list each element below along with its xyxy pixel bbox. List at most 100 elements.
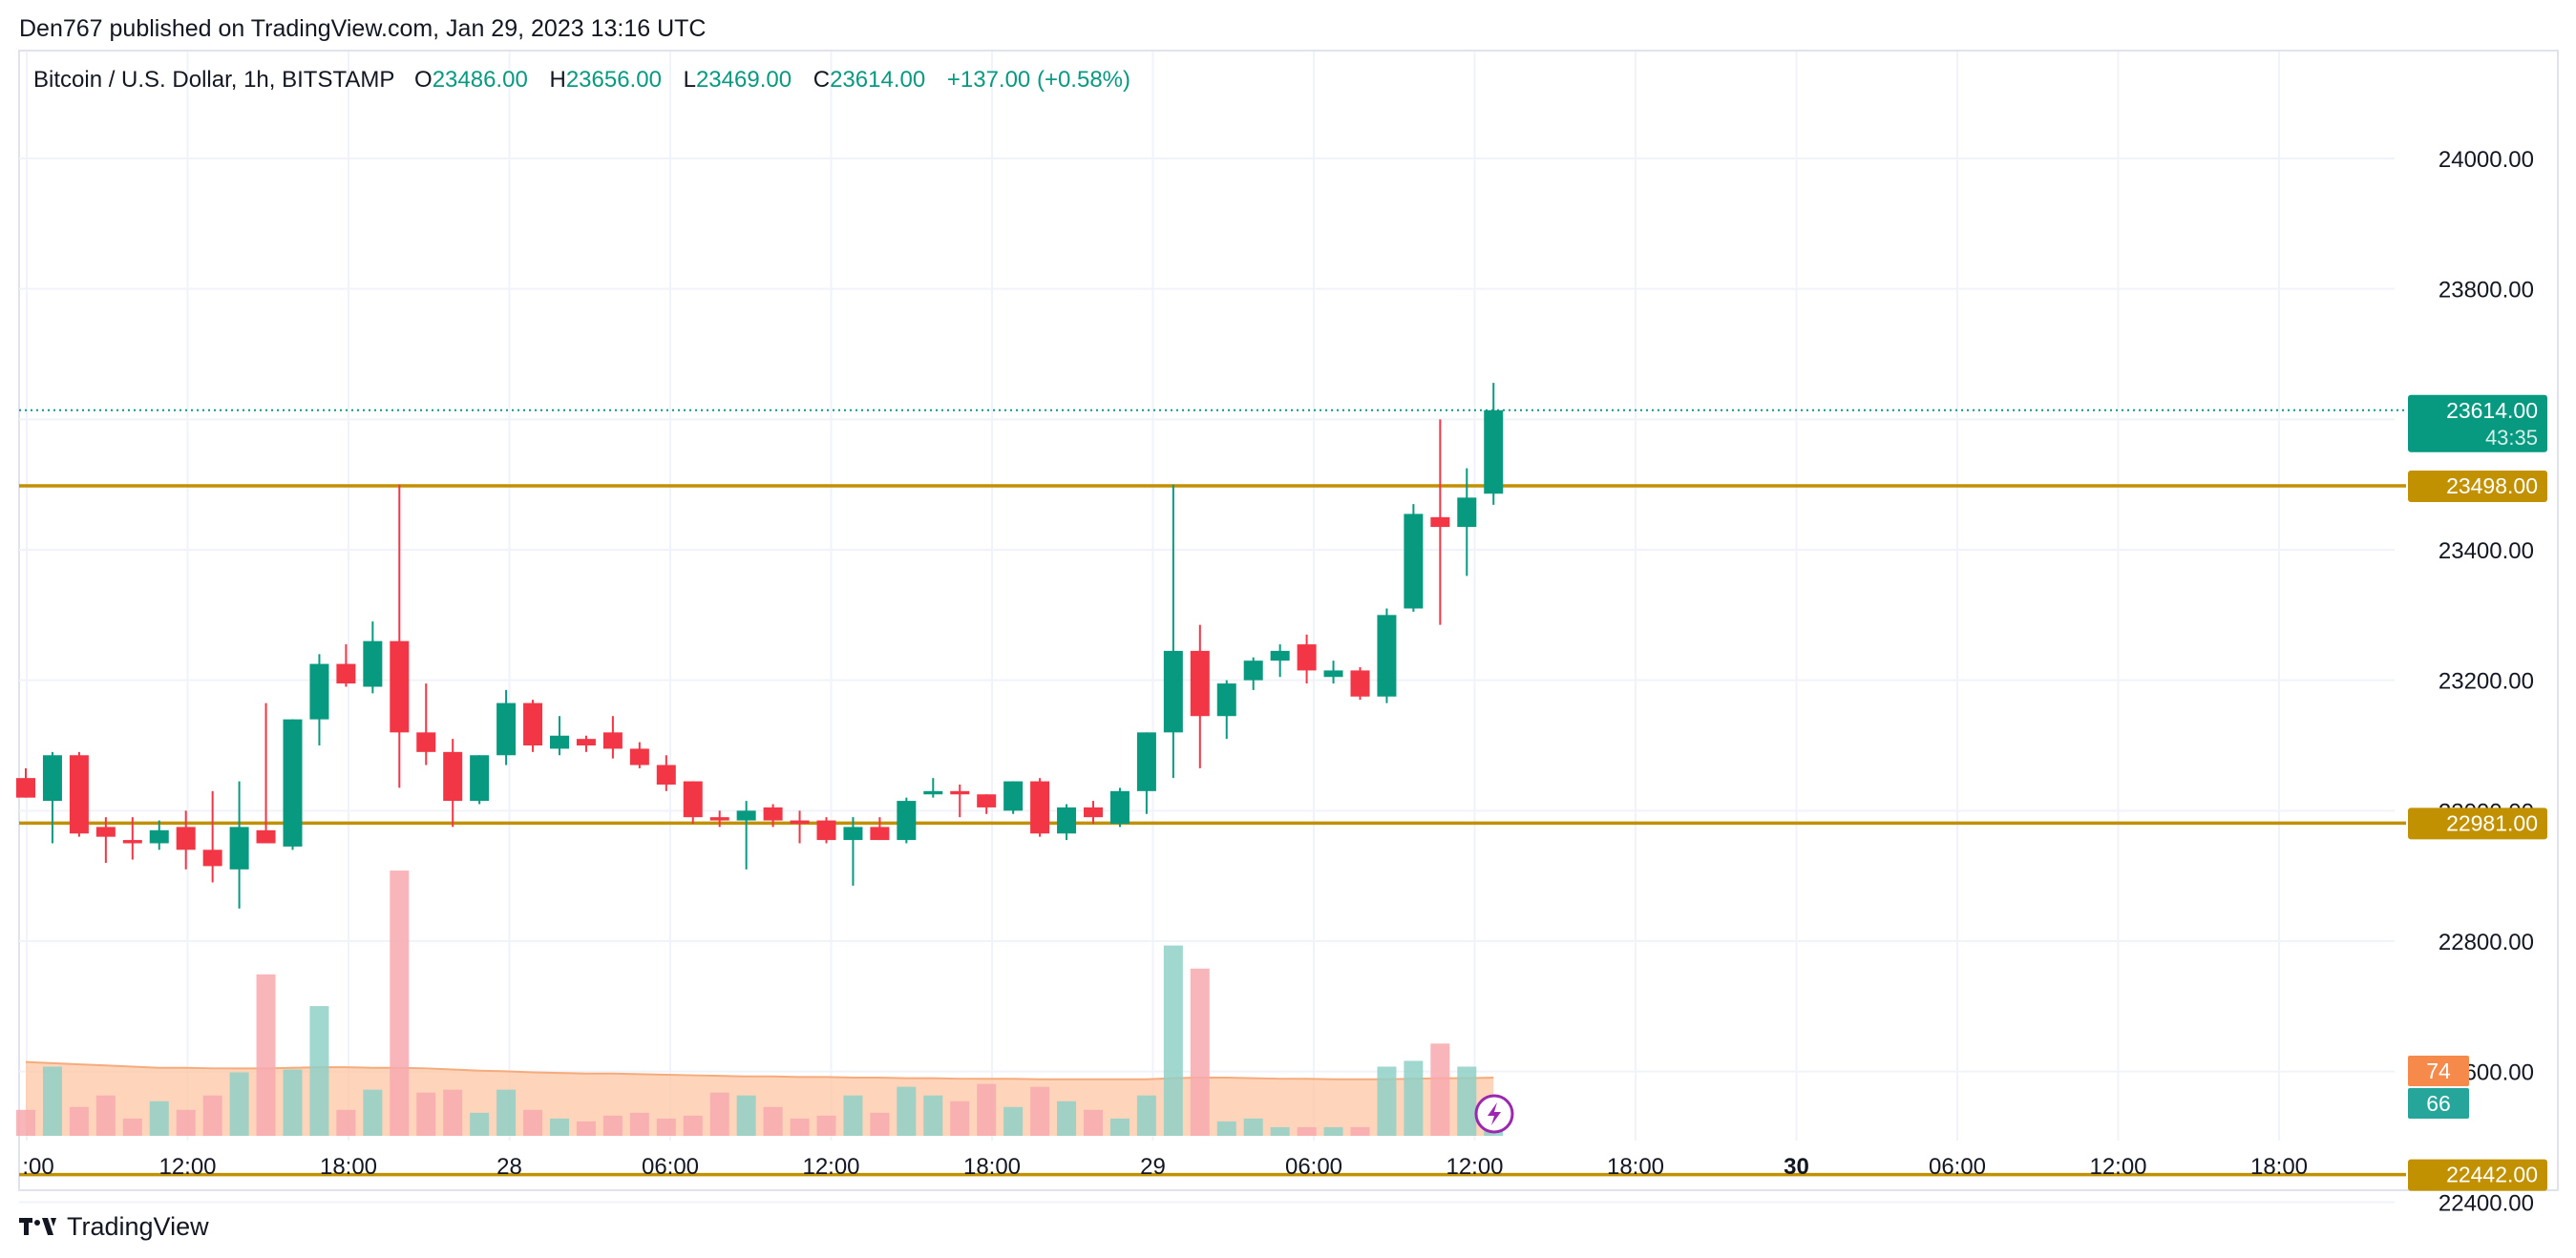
y-tick-label: 24000.00 — [2439, 147, 2534, 173]
candle — [1404, 504, 1424, 612]
legend-high: 23656.00 — [565, 67, 662, 93]
candle-body — [602, 732, 623, 749]
x-tick-label: 06:00 — [1285, 1154, 1342, 1180]
candle-body — [523, 702, 543, 745]
volume-bar — [42, 1066, 62, 1136]
volume-bar — [1190, 968, 1210, 1136]
volume-bar — [816, 1115, 836, 1136]
candle-body — [42, 755, 62, 802]
volume-bar — [309, 1006, 329, 1136]
volume-bar — [496, 1089, 517, 1136]
footer-logo[interactable]: TradingView — [19, 1210, 209, 1243]
volume-bar — [1243, 1118, 1263, 1136]
volume-bar — [576, 1121, 596, 1136]
legend-high-label: H — [549, 67, 566, 93]
volume-bar — [736, 1095, 756, 1136]
volume-bar — [283, 1069, 303, 1136]
candle — [122, 817, 142, 860]
volume-badge: 74 — [2408, 1056, 2469, 1086]
volume-bar — [897, 1086, 917, 1136]
candle — [1003, 781, 1024, 814]
candle — [950, 785, 970, 818]
footer-brand: TradingView — [67, 1211, 209, 1241]
level-badge-label: 22981.00 — [2446, 810, 2538, 835]
legend-open: 23486.00 — [432, 67, 528, 93]
candle — [709, 810, 729, 828]
candle — [470, 755, 490, 805]
level-badge-bg — [2408, 807, 2547, 840]
candle — [550, 716, 569, 756]
legend-low-label: L — [683, 67, 696, 93]
volume-bar — [1163, 945, 1183, 1136]
legend-symbol: Bitcoin / U.S. Dollar, 1h, BITSTAMP — [33, 67, 395, 93]
candle — [923, 778, 943, 798]
volume-bar — [416, 1092, 436, 1136]
volume-bar — [16, 1109, 35, 1136]
volume-bar — [95, 1095, 116, 1136]
candle-body — [977, 794, 997, 807]
candle-body — [122, 840, 142, 844]
volume-bar — [656, 1118, 676, 1136]
volume-bar — [229, 1072, 249, 1136]
level-badge: 23498.00 — [2408, 471, 2547, 503]
candle-body — [1297, 644, 1317, 671]
candle-body — [1190, 650, 1210, 717]
candle-body — [709, 817, 729, 821]
x-tick-label: 18:00 — [963, 1154, 1021, 1180]
candle — [363, 621, 383, 694]
candle-body — [736, 810, 756, 821]
volume-bar — [1323, 1126, 1343, 1136]
chart-frame[interactable] — [18, 50, 2559, 1191]
candle-body — [95, 827, 116, 837]
candle-body — [763, 807, 783, 821]
candle — [816, 817, 836, 844]
legend-low: 23469.00 — [695, 67, 792, 93]
candle — [629, 742, 649, 768]
candle-body — [870, 827, 890, 841]
candle-body — [1270, 650, 1290, 661]
candle-body — [790, 820, 810, 824]
candle-body — [683, 781, 703, 818]
volume-bar — [256, 974, 276, 1136]
level-badge-label: 23498.00 — [2446, 473, 2538, 498]
volume-bar — [602, 1115, 623, 1136]
legend-close-label: C — [813, 67, 831, 93]
candle-body — [629, 748, 649, 765]
x-tick-label: 28 — [496, 1154, 522, 1180]
candle — [149, 820, 169, 850]
candle — [1297, 634, 1317, 684]
candle — [16, 767, 35, 798]
candle-body — [1377, 615, 1397, 697]
flash-icon[interactable] — [1474, 1094, 1514, 1134]
candle-body — [1350, 670, 1370, 697]
candle — [870, 817, 890, 841]
candle — [576, 735, 596, 752]
volume-bar — [843, 1095, 863, 1136]
level-badge: 22981.00 — [2408, 807, 2547, 840]
candle-body — [1030, 781, 1050, 834]
candle — [309, 654, 329, 745]
volume-bar — [950, 1101, 970, 1136]
x-tick-label: 18:00 — [2250, 1154, 2308, 1180]
volume-bar — [470, 1112, 490, 1136]
candle — [1377, 608, 1397, 703]
candle-body — [229, 827, 249, 870]
candle-body — [470, 755, 490, 802]
candle-body — [1109, 790, 1130, 824]
candle — [1084, 801, 1103, 824]
volume-bar — [790, 1118, 810, 1136]
candle — [1109, 787, 1130, 828]
volume-bar — [1430, 1043, 1450, 1136]
candle — [1350, 667, 1370, 701]
volume-bar — [1377, 1066, 1397, 1136]
candle — [443, 739, 463, 828]
candle-body — [149, 829, 169, 844]
candle — [977, 794, 997, 814]
candle — [95, 817, 116, 863]
volume-bar — [1216, 1121, 1236, 1136]
volume-bar — [683, 1115, 703, 1136]
candle — [1270, 644, 1290, 678]
tradingview-logo-icon — [19, 1218, 56, 1235]
price-badges: 23614.00 43:35 23498.00 22981.00 22442.00 74 6… — [2408, 394, 2547, 1191]
